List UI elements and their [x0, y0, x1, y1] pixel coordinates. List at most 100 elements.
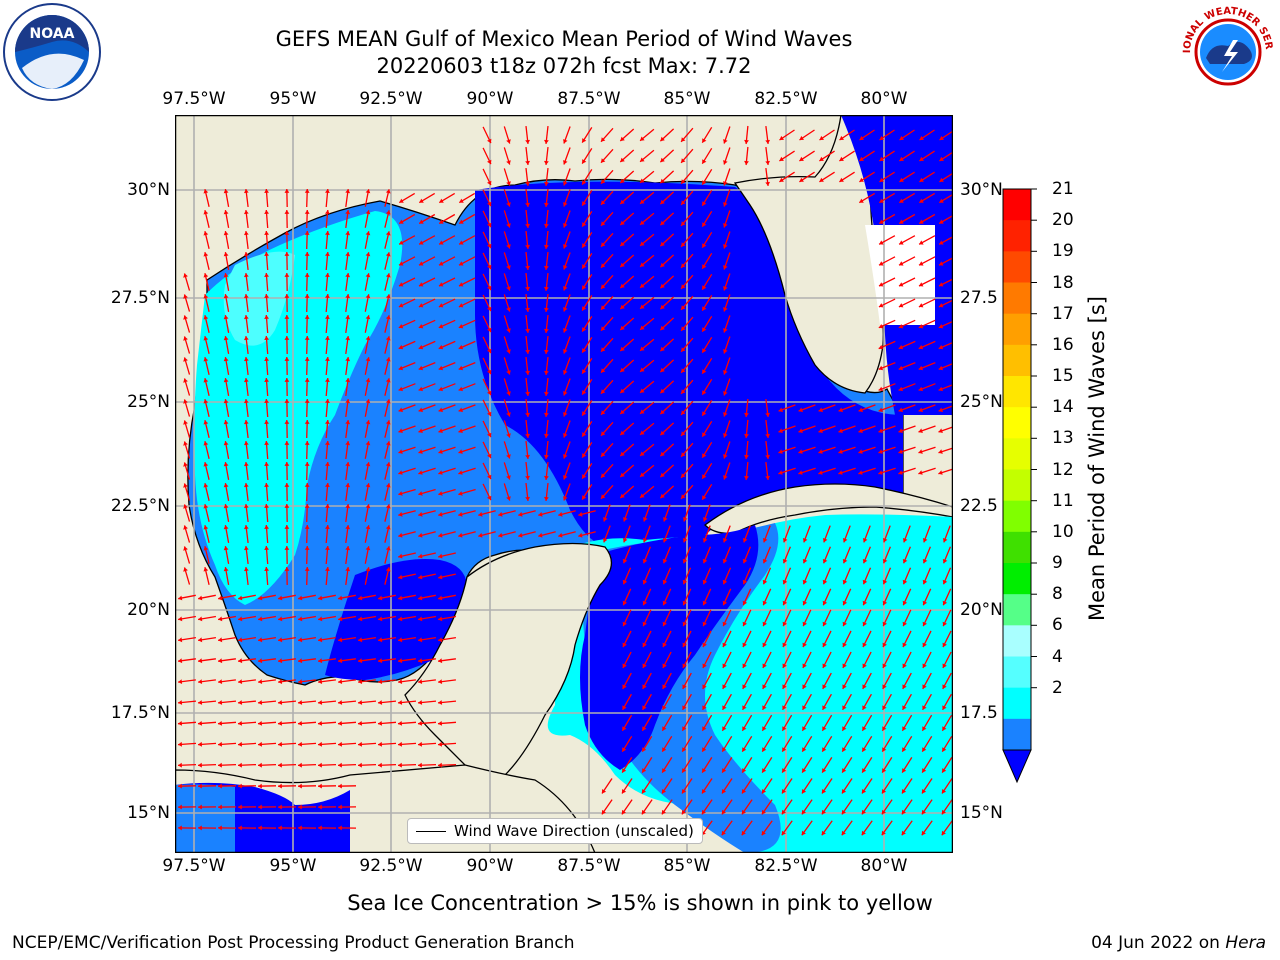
wind-arrow-head	[662, 663, 667, 668]
wind-arrow-head	[898, 407, 903, 413]
wind-arrow-head	[742, 789, 747, 794]
wind-arrow-head	[578, 532, 583, 538]
wind-arrow-head	[298, 762, 302, 768]
wind-arrow-head	[622, 684, 627, 689]
wind-arrow-head	[601, 410, 606, 415]
wind-arrow-head	[298, 616, 303, 622]
wind-arrow-head	[563, 454, 568, 459]
wind-arrow-head	[487, 411, 492, 417]
wind-arrow-head	[682, 600, 688, 606]
wind-arrow-head	[942, 768, 947, 773]
colorbar-band	[1003, 313, 1031, 346]
wind-arrow-head	[178, 616, 183, 622]
wind-arrow-head	[318, 679, 323, 684]
wind-arrow-head	[458, 365, 464, 371]
wind-arrow-head	[563, 433, 568, 438]
colorbar	[1000, 185, 1040, 785]
wind-arrow-head	[183, 483, 188, 488]
wind-arrow-head	[942, 642, 947, 648]
wind-arrow-head	[878, 449, 883, 454]
wind-arrow-head	[620, 157, 625, 162]
wind-arrow-head	[862, 538, 868, 543]
wind-arrow-head	[418, 574, 423, 580]
wind-arrow-head	[601, 326, 606, 331]
wind-arrow-head	[878, 303, 884, 308]
wind-arrow-head	[198, 721, 202, 726]
wind-arrow-head	[398, 616, 403, 622]
wind-arrow-head	[722, 726, 727, 731]
wind-arrow-head	[578, 512, 583, 517]
wind-arrow-head	[818, 428, 823, 433]
wind-arrow-head	[218, 700, 223, 705]
wind-arrow-head	[660, 283, 665, 289]
wind-arrow-head	[338, 804, 342, 810]
wind-arrow-head	[244, 315, 249, 320]
wind-arrow-head	[662, 705, 667, 710]
wind-arrow-head	[478, 512, 483, 517]
wind-arrow-head	[304, 315, 310, 319]
wind-arrow-head	[723, 433, 728, 438]
wind-arrow-head	[487, 243, 492, 249]
lon-label-top: 92.5°W	[359, 89, 423, 109]
wind-arrow-head	[223, 483, 229, 488]
wind-arrow-head	[325, 483, 330, 487]
colorbar-tick-label: 15	[1052, 366, 1074, 386]
wind-arrow-head	[438, 470, 443, 475]
wind-arrow-head	[878, 365, 884, 371]
wind-arrow-head	[244, 273, 249, 278]
wind-arrow-head	[345, 504, 351, 509]
wind-arrow-head	[264, 546, 269, 550]
wind-arrow-head	[298, 637, 303, 643]
wind-arrow-head	[487, 432, 492, 438]
wind-arrow-head	[419, 198, 424, 203]
wind-arrow-head	[498, 532, 503, 538]
wind-arrow-head	[198, 658, 203, 664]
wind-arrow-head	[278, 783, 282, 789]
wind-arrow-head	[304, 399, 310, 403]
wind-arrow-head	[942, 789, 947, 794]
wind-arrow-head	[742, 558, 748, 564]
wind-arrow-head	[418, 407, 423, 413]
wind-arrow-head	[620, 283, 625, 288]
wind-arrow-head	[602, 789, 607, 794]
wind-arrow-head	[642, 726, 647, 731]
lat-label-right: 27.5	[960, 288, 998, 308]
wind-arrow-head	[702, 495, 707, 500]
wind-arrow-head	[338, 825, 342, 831]
wind-arrow-head	[458, 386, 463, 392]
wind-arrow-head	[902, 538, 908, 543]
wind-arrow-head	[418, 637, 423, 643]
wind-arrow-head	[487, 327, 492, 333]
wind-arrow-head	[318, 825, 322, 831]
wind-arrow-head	[881, 830, 886, 836]
wind-arrow-head	[640, 220, 645, 225]
wind-arrow-head	[662, 726, 667, 731]
wind-arrow-head	[862, 747, 867, 752]
wind-arrow-head	[418, 470, 423, 475]
wind-arrow-head	[701, 809, 706, 815]
wind-arrow-head	[682, 558, 688, 564]
wind-arrow-head	[899, 219, 904, 224]
wind-arrow-head	[942, 747, 947, 752]
wind-arrow-head	[438, 595, 443, 601]
wind-arrow-head	[284, 546, 290, 550]
wind-arrow-head	[525, 370, 530, 375]
wind-arrow-head	[198, 679, 203, 684]
wind-arrow-head	[682, 538, 688, 543]
wind-arrow-head	[223, 378, 229, 383]
wind-arrow-head	[345, 420, 351, 425]
wind-arrow-head	[822, 684, 827, 689]
wind-arrow-head	[919, 198, 924, 203]
wind-arrow-head	[682, 726, 687, 731]
wind-arrow-head	[660, 157, 665, 163]
wind-arrow-head	[378, 658, 383, 664]
wind-arrow-head	[942, 538, 948, 543]
wind-arrow-head	[385, 441, 391, 446]
lon-label-top: 82.5°W	[754, 89, 818, 109]
wind-arrow-head	[398, 721, 402, 726]
wind-arrow-head	[819, 156, 824, 161]
wind-arrow-head	[702, 369, 707, 374]
caption: Sea Ice Concentration > 15% is shown in …	[0, 891, 1280, 915]
wind-arrow-head	[325, 357, 330, 361]
wind-arrow-head	[703, 517, 708, 522]
